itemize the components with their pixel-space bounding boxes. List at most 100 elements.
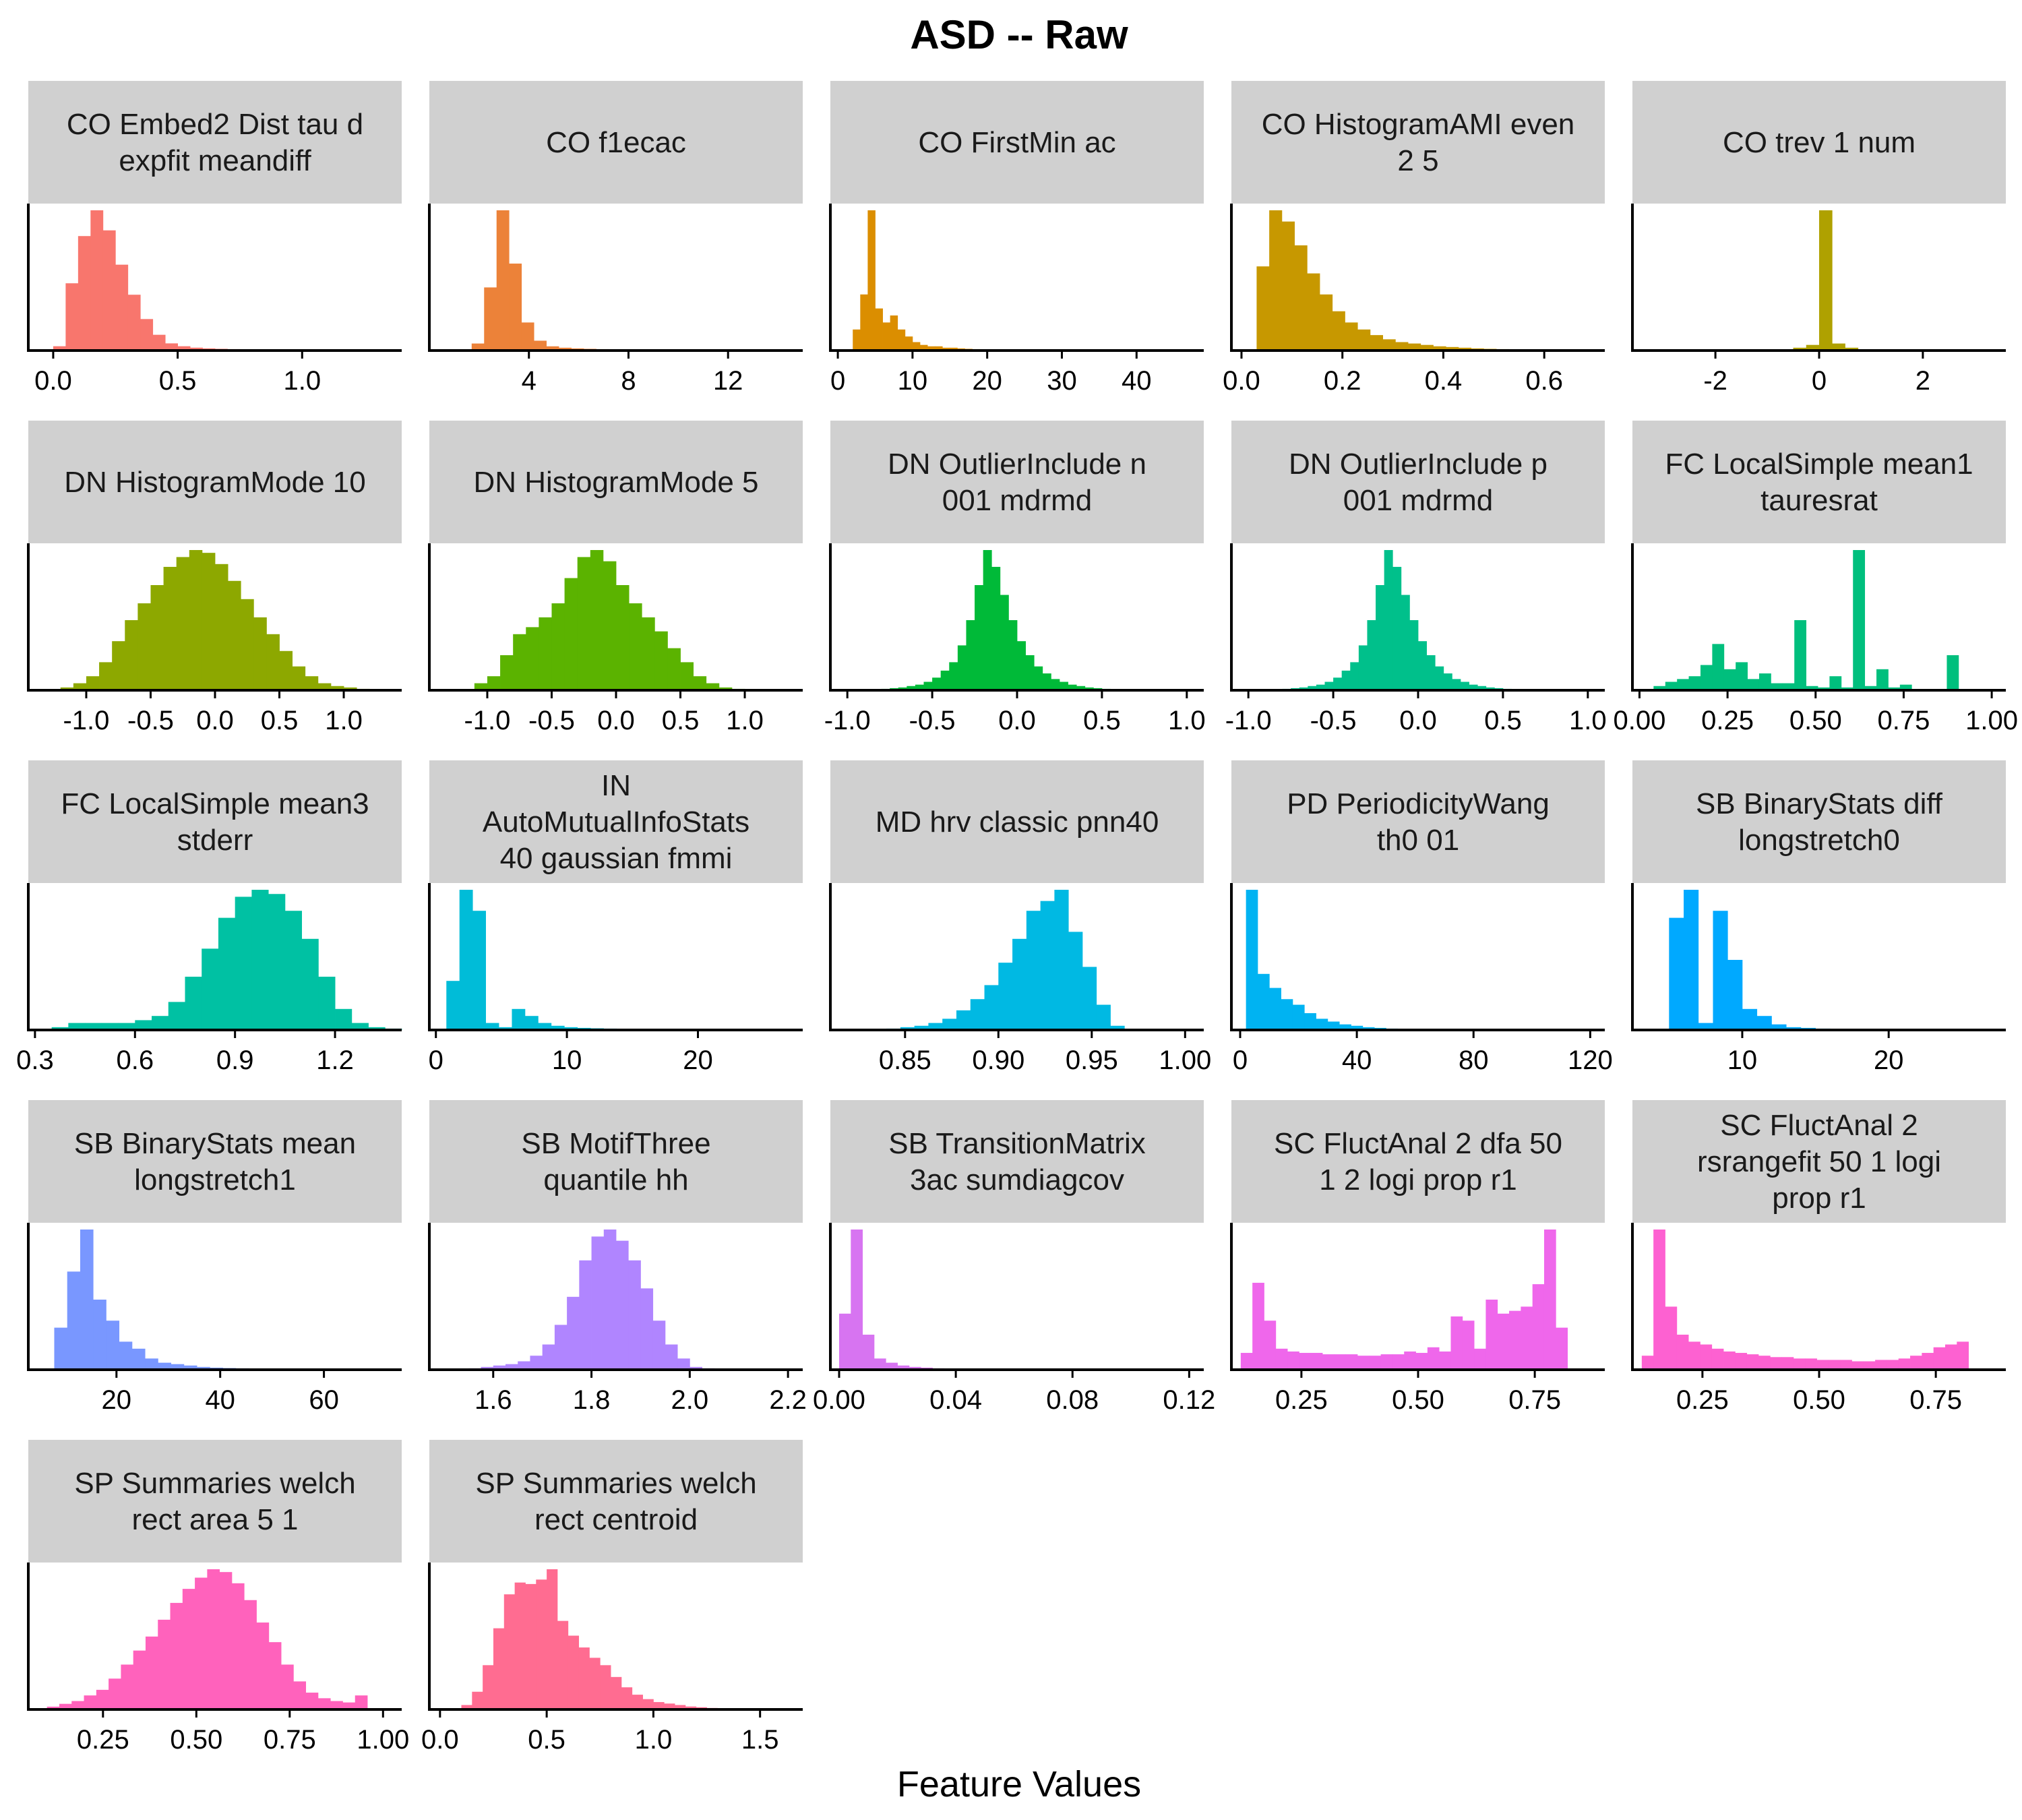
x-tick-label: 0 — [830, 366, 845, 396]
histogram-bar — [853, 329, 861, 351]
histogram-bar — [1292, 1004, 1305, 1030]
histogram-bar — [1404, 1351, 1416, 1370]
histogram-bar — [292, 666, 306, 690]
histogram-bar — [284, 911, 303, 1030]
histogram-bar — [907, 686, 916, 690]
x-tick-label: -2 — [1703, 366, 1727, 396]
histogram-bar — [202, 553, 216, 690]
histogram-bar — [1017, 641, 1026, 690]
strip-label: rect area 5 1 — [131, 1503, 298, 1536]
histogram-bar — [330, 1701, 343, 1709]
x-tick-label: 0.75 — [1909, 1385, 1962, 1415]
strip-background — [1231, 421, 1605, 543]
histogram-bar — [1688, 1341, 1701, 1370]
histogram-bar — [1713, 911, 1728, 1030]
histogram-bar — [1887, 1360, 1899, 1370]
x-tick-label: 0 — [429, 1045, 443, 1075]
histogram-bar — [1443, 673, 1452, 690]
histogram-bar — [219, 1572, 233, 1709]
histogram-bar — [140, 319, 154, 351]
histogram-bar — [567, 1296, 580, 1370]
histogram-bar — [1446, 346, 1459, 351]
histogram-bar — [68, 1023, 86, 1030]
histogram-bar — [1322, 1354, 1335, 1370]
x-tick-label: 2.0 — [671, 1385, 709, 1415]
histogram-bar — [632, 1695, 643, 1709]
x-tick-label: 0.12 — [1163, 1385, 1215, 1415]
histogram-bar — [474, 683, 488, 690]
strip-background — [1632, 421, 2006, 543]
histogram-bar — [551, 1025, 565, 1030]
x-tick-label: 0.00 — [1614, 706, 1666, 735]
chart-title: ASD -- Raw — [910, 12, 1128, 57]
histogram-bar — [1351, 1025, 1364, 1030]
x-tick-label: 0.08 — [1046, 1385, 1099, 1415]
histogram-bar — [481, 1366, 494, 1370]
histogram-bar — [1068, 932, 1083, 1030]
histogram-bar — [912, 342, 921, 351]
x-tick-label: 12 — [713, 366, 743, 396]
histogram-bar — [1758, 673, 1771, 690]
histogram-bar — [1281, 999, 1293, 1030]
histogram-bar — [1684, 890, 1699, 1030]
x-tick-label: 20 — [972, 366, 1002, 396]
histogram-bar — [984, 985, 999, 1030]
histogram-bar — [1350, 662, 1359, 690]
histogram-bar — [1450, 1316, 1463, 1370]
x-tick-label: 0.0 — [196, 706, 234, 735]
strip-label: 001 mdrmd — [1343, 484, 1494, 517]
histogram-bar — [1382, 339, 1396, 351]
histogram-bar — [838, 1313, 851, 1370]
histogram-bar — [158, 1362, 171, 1370]
histogram-bar — [579, 1260, 592, 1370]
histogram-bar — [654, 631, 668, 690]
histogram-bar — [1806, 686, 1818, 690]
x-tick-label: -0.5 — [127, 706, 174, 735]
x-tick-label: 0.25 — [1275, 1385, 1328, 1415]
histogram-bar — [1357, 329, 1371, 351]
histogram-bar — [73, 683, 87, 690]
histogram-bar — [970, 999, 985, 1030]
strip-label: 40 gaussian fmmi — [500, 842, 733, 875]
strip-label: DN OutlierInclude n — [888, 448, 1146, 481]
histogram-bar — [1665, 681, 1678, 690]
strip-background — [28, 760, 402, 883]
histogram-bar — [1888, 687, 1901, 690]
x-tick-label: 0.5 — [1083, 706, 1121, 735]
histogram-bar — [1458, 347, 1472, 351]
strip-label: DN HistogramMode 5 — [473, 466, 758, 499]
histogram-bar — [1922, 1353, 1934, 1370]
x-tick-label: 40 — [1122, 366, 1152, 396]
histogram-bar — [1786, 1027, 1802, 1030]
histogram-bar — [165, 343, 178, 351]
x-tick-label: 2.2 — [769, 1385, 807, 1415]
histogram-bar — [923, 681, 933, 690]
histogram-bar — [1367, 620, 1376, 690]
histogram-bar — [509, 264, 522, 351]
histogram-bar — [1362, 1027, 1375, 1030]
histogram-bar — [667, 648, 681, 690]
histogram-bar — [1299, 1353, 1312, 1370]
x-tick-label: 10 — [552, 1045, 582, 1075]
x-tick-label: 0.0 — [597, 706, 635, 735]
histogram-bar — [1771, 1024, 1787, 1030]
histogram-bar — [1735, 1353, 1748, 1370]
histogram-bar — [640, 1288, 654, 1370]
histogram-bar — [942, 347, 950, 351]
histogram-bar — [351, 1023, 369, 1030]
histogram-bar — [914, 1025, 929, 1030]
histogram-bar — [1026, 911, 1041, 1030]
histogram-bar — [1324, 681, 1334, 690]
histogram-bar — [1521, 1306, 1533, 1370]
histogram-bar — [966, 620, 975, 690]
x-tick-label: 20 — [683, 1045, 713, 1075]
histogram-bar — [1485, 1300, 1498, 1370]
x-tick-label: 40 — [1342, 1045, 1372, 1075]
strip-label: expfit meandiff — [119, 144, 311, 177]
histogram-bar — [170, 1602, 183, 1709]
